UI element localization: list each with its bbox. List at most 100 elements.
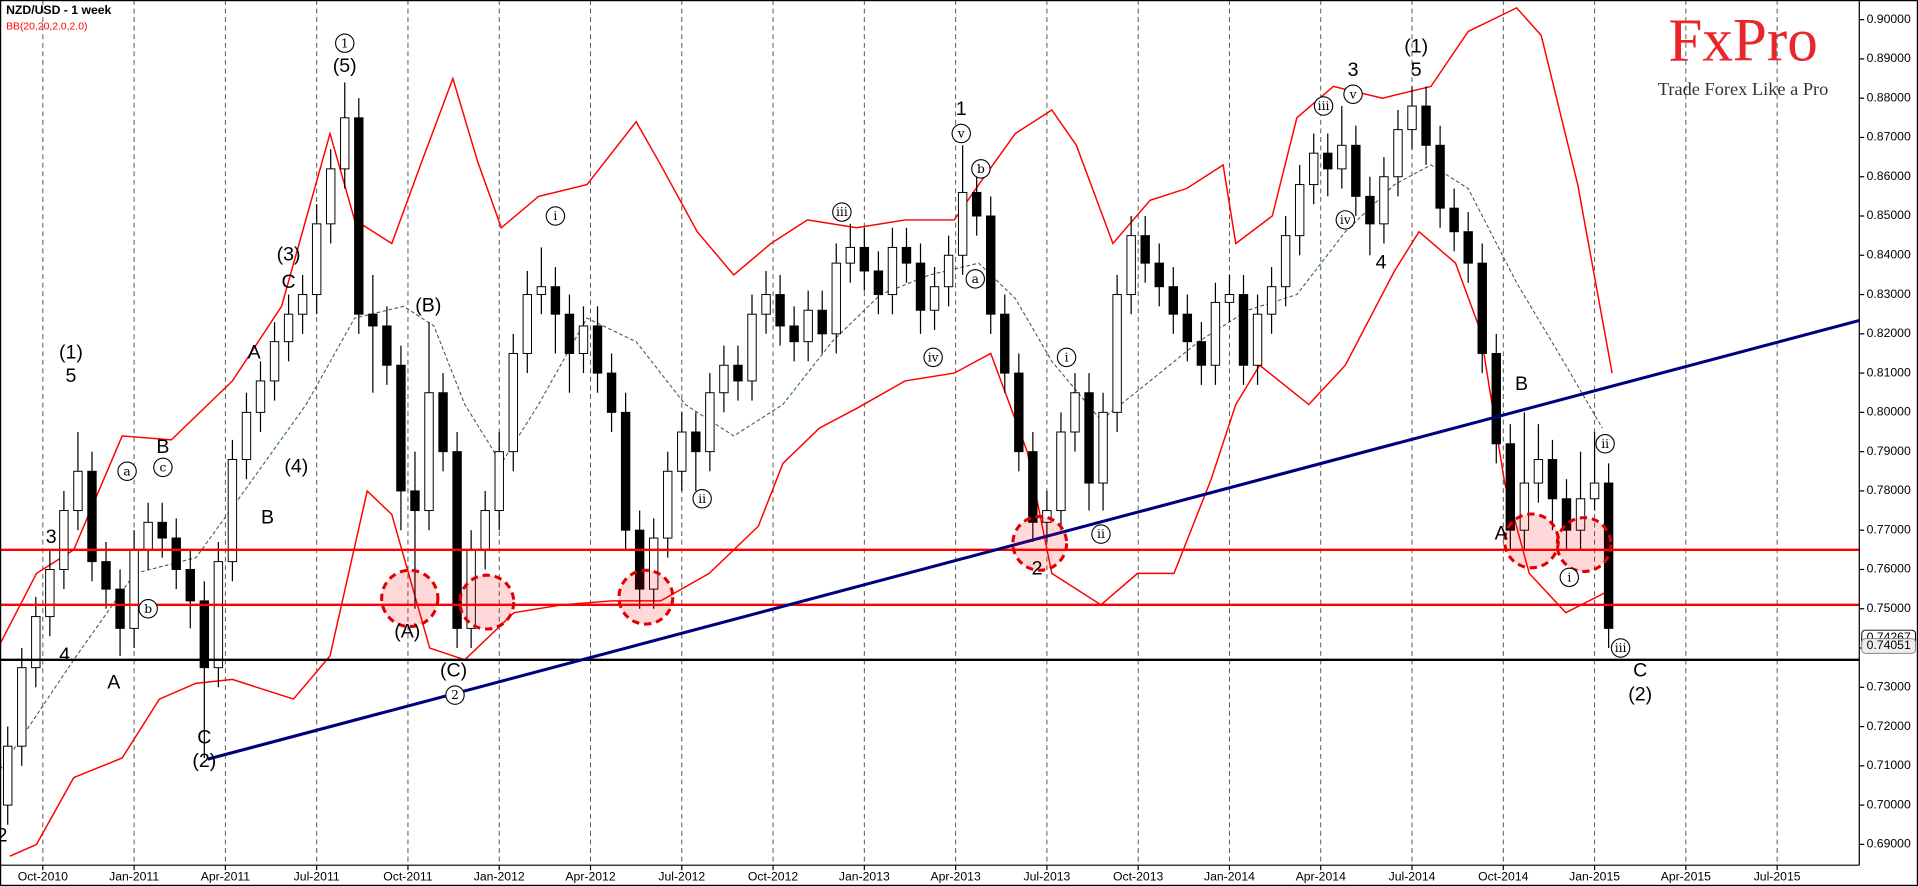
annotation: iv [1340, 213, 1351, 227]
candle-body [354, 117, 364, 315]
candle-body [1266, 286, 1277, 315]
y-tick-label: 0.84000 [1867, 248, 1911, 262]
candle-body [424, 392, 434, 512]
highlight-circle [1555, 516, 1613, 574]
x-tick-label: Apr-2013 [930, 870, 980, 884]
candle-body [1238, 294, 1249, 366]
candle-body [971, 191, 982, 217]
candle-body [3, 745, 13, 806]
annotation: 2 [1032, 558, 1043, 580]
candle-body [1421, 105, 1431, 146]
annotation: C [197, 727, 211, 749]
candle-body [1280, 235, 1291, 288]
candle-body [789, 325, 799, 343]
annotation: (2) [1628, 683, 1652, 705]
candle-body [1575, 498, 1586, 531]
candle-body [578, 325, 589, 354]
annotation: (C) [440, 660, 467, 682]
band-line [9, 230, 1613, 857]
annotation-circle [1091, 524, 1111, 544]
candle-body [719, 364, 729, 394]
candle-body [382, 325, 392, 366]
candle-body [1323, 152, 1333, 170]
candle-body [101, 561, 111, 590]
indicator-label: BB(20,20,2.0,2.0) [6, 22, 87, 33]
candle-body [326, 168, 336, 225]
candle-body [1589, 482, 1600, 500]
x-tick-label: Oct-2014 [1478, 870, 1528, 884]
candle-body [986, 215, 996, 315]
candle-body [1561, 498, 1572, 531]
y-tick-label: 0.85000 [1867, 208, 1911, 222]
annotation-layer: 234(1)5abBcAC(2)AB(4)C(3)1(5)(B)(A)(C)2i… [0, 33, 1652, 847]
annotation: B [156, 436, 169, 458]
y-tick-label: 0.88000 [1867, 90, 1911, 104]
annotation-circle [1595, 434, 1615, 454]
annotation: C [1633, 660, 1647, 682]
candle-body [677, 431, 687, 472]
candle-body [1477, 262, 1487, 354]
annotation: iii [1615, 641, 1627, 655]
annotation: ii [1601, 437, 1609, 451]
x-tick-label: Jul-2013 [1023, 870, 1070, 884]
annotation: 1 [341, 36, 349, 50]
annotation: (B) [415, 295, 441, 317]
highlight-circle [1503, 512, 1560, 570]
y-tick-label: 0.75000 [1867, 601, 1911, 615]
line-layer [0, 318, 1860, 761]
candle-body [213, 561, 224, 669]
candle-body [522, 294, 533, 354]
candle-body [1028, 451, 1038, 523]
candle-body [1112, 294, 1122, 413]
candle-body [663, 470, 673, 539]
candle-body [1084, 392, 1094, 484]
candle-body [1294, 184, 1305, 237]
candle-body [845, 246, 856, 264]
annotation: B [261, 507, 274, 529]
trend-line [207, 318, 1860, 761]
candle-body [1210, 301, 1221, 366]
candle-body [59, 510, 69, 570]
candle-body [733, 364, 743, 382]
annotation-circle [692, 489, 712, 509]
chart-title: NZD/USD - 1 week [6, 3, 111, 17]
candle-body [634, 529, 645, 590]
x-tick-label: Oct-2013 [1113, 870, 1163, 884]
annotation-circle [1313, 96, 1334, 116]
candle-body [1154, 262, 1164, 288]
candle-body [957, 191, 968, 256]
candle-body [199, 600, 210, 669]
x-tick-label: Jan-2014 [1204, 870, 1255, 884]
annotation: A [107, 672, 121, 694]
candle-body [1547, 459, 1558, 500]
candle-body [929, 286, 940, 311]
annotation: 3 [46, 526, 57, 548]
annotation-circle [545, 206, 566, 226]
x-tick-label: Jul-2012 [658, 870, 705, 884]
band-line [0, 164, 1603, 771]
y-tick-label: 0.81000 [1867, 365, 1911, 379]
annotation: (1) [59, 342, 83, 364]
y-tick-label: 0.83000 [1867, 287, 1911, 301]
candle-body [831, 262, 841, 335]
candle-body [536, 286, 547, 296]
candle-body [171, 537, 181, 570]
candle-body [87, 470, 97, 563]
candle-body [705, 392, 715, 453]
candle-body [1168, 286, 1178, 315]
candle-layer [3, 82, 1614, 825]
candle-body [873, 270, 884, 296]
annotation: 4 [1376, 251, 1387, 273]
price-label-box [1861, 638, 1917, 654]
candle-body [943, 254, 954, 288]
candle-body [592, 325, 603, 374]
annotation: b [144, 602, 152, 616]
x-tick-label: Apr-2014 [1296, 870, 1346, 884]
candle-body [1393, 129, 1403, 178]
candle-body [269, 341, 280, 382]
annotation-circle [1559, 567, 1580, 588]
candle-body [1000, 313, 1010, 374]
annotation-circle [1335, 210, 1356, 230]
annotation: B [1515, 373, 1528, 395]
